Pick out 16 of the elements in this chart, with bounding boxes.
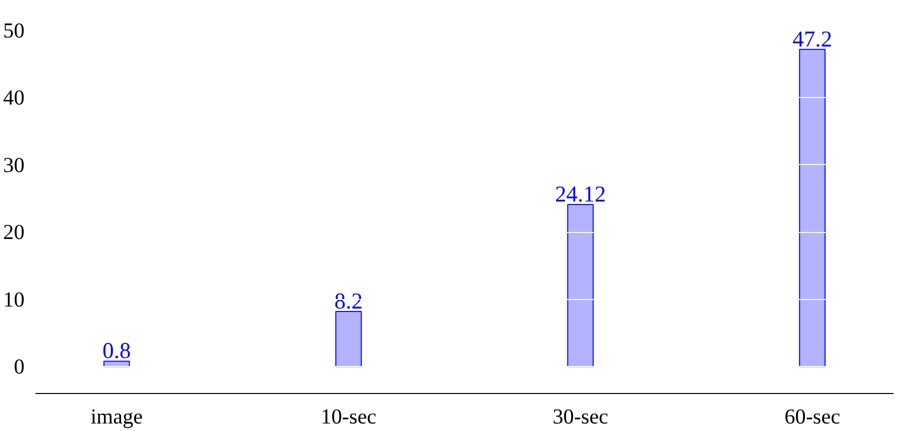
- data-label: 0.8: [102, 338, 131, 364]
- x-tick-label: 30-sec: [552, 404, 608, 428]
- y-tick-label: 20: [3, 220, 24, 244]
- x-tick-label: image: [90, 404, 143, 428]
- data-label: 47.2: [792, 26, 832, 52]
- y-tick-label: 30: [3, 152, 24, 177]
- y-tick-label: 10: [3, 287, 24, 312]
- y-tick-label: 40: [3, 86, 24, 110]
- y-tick-label: 50: [3, 18, 24, 42]
- bar: [335, 310, 362, 368]
- y-tick-label: 0: [14, 354, 25, 379]
- x-tick-label: 10-sec: [320, 404, 376, 428]
- x-tick-label: 60-sec: [784, 404, 840, 428]
- bar: [567, 204, 594, 368]
- data-label: 24.12: [554, 181, 606, 206]
- bar: [799, 48, 826, 368]
